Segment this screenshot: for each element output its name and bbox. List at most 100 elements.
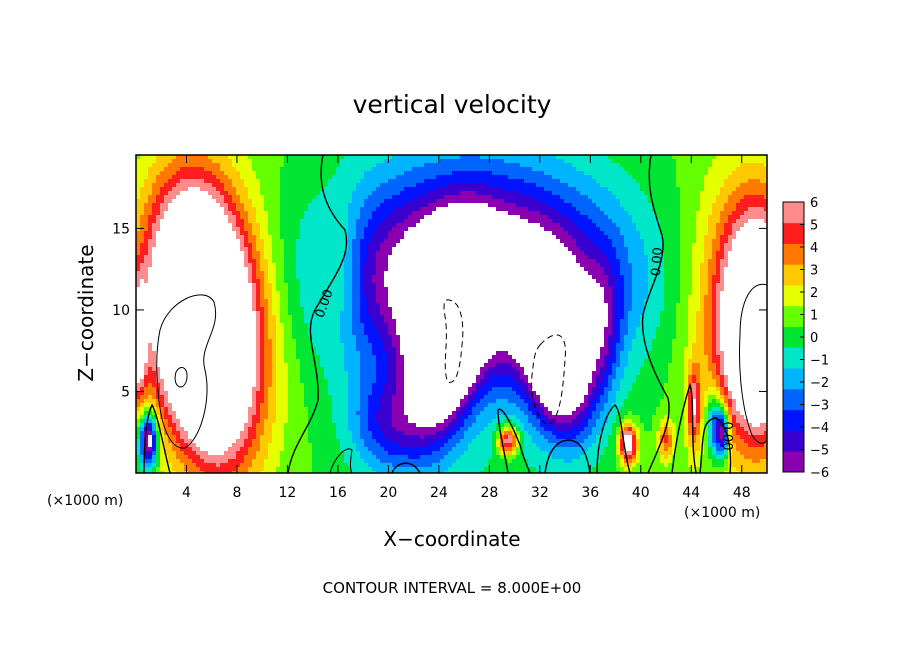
heatmap-cell [348, 183, 353, 188]
heatmap-cell [536, 207, 541, 212]
heatmap-cell [184, 227, 189, 232]
heatmap-cell [180, 215, 185, 220]
heatmap-cell [428, 175, 433, 180]
heatmap-cell [144, 155, 149, 160]
heatmap-cell [632, 155, 637, 160]
heatmap-cell [620, 247, 625, 252]
heatmap-cell [372, 167, 377, 172]
heatmap-cell [284, 159, 289, 164]
heatmap-cell [348, 227, 353, 232]
heatmap-cell [332, 207, 337, 212]
heatmap-cell [300, 227, 305, 232]
heatmap-cell [528, 227, 533, 232]
heatmap-cell [648, 271, 653, 276]
heatmap-cell [244, 171, 249, 176]
heatmap-cell [468, 163, 473, 168]
heatmap-cell [708, 171, 713, 176]
heatmap-cell [672, 191, 677, 196]
heatmap-cell [420, 179, 425, 184]
heatmap-cell [300, 155, 305, 160]
heatmap-cell [552, 203, 557, 208]
heatmap-cell [660, 211, 665, 216]
heatmap-cell [248, 255, 253, 260]
heatmap-cell [664, 227, 669, 232]
heatmap-cell [344, 263, 349, 268]
heatmap-cell [160, 195, 165, 200]
heatmap-cell [292, 259, 297, 264]
heatmap-cell [324, 251, 329, 256]
heatmap-cell [540, 247, 545, 252]
heatmap-cell [256, 251, 261, 256]
heatmap-cell [484, 267, 489, 272]
heatmap-cell [484, 263, 489, 268]
heatmap-cell [528, 259, 533, 264]
heatmap-cell [304, 163, 309, 168]
heatmap-cell [316, 255, 321, 260]
heatmap-cell [356, 195, 361, 200]
heatmap-cell [172, 207, 177, 212]
heatmap-cell [616, 251, 621, 256]
heatmap-cell [752, 207, 757, 212]
heatmap-cell [292, 183, 297, 188]
heatmap-cell [612, 159, 617, 164]
heatmap-cell [200, 263, 205, 268]
heatmap-cell [384, 191, 389, 196]
heatmap-cell [532, 207, 537, 212]
heatmap-cell [232, 231, 237, 236]
heatmap-cell [172, 203, 177, 208]
heatmap-cell [472, 163, 477, 168]
heatmap-cell [244, 155, 249, 160]
heatmap-cell [144, 163, 149, 168]
heatmap-cell [408, 235, 413, 240]
heatmap-cell [432, 179, 437, 184]
heatmap-cell [168, 247, 173, 252]
heatmap-cell [376, 171, 381, 176]
heatmap-cell [576, 163, 581, 168]
heatmap-cell [224, 171, 229, 176]
heatmap-cell [644, 227, 649, 232]
heatmap-cell [464, 175, 469, 180]
heatmap-cell [292, 159, 297, 164]
heatmap-cell [568, 219, 573, 224]
heatmap-cell [736, 275, 741, 280]
heatmap-cell [384, 155, 389, 160]
heatmap-cell [224, 155, 229, 160]
heatmap-cell [540, 235, 545, 240]
heatmap-cell [232, 259, 237, 264]
heatmap-cell [528, 251, 533, 256]
heatmap-cell [628, 211, 633, 216]
heatmap-cell [684, 195, 689, 200]
heatmap-cell [284, 227, 289, 232]
heatmap-cell [300, 279, 305, 284]
heatmap-cell [384, 163, 389, 168]
heatmap-cell [300, 271, 305, 276]
heatmap-cell [672, 179, 677, 184]
heatmap-cell [168, 171, 173, 176]
heatmap-cell [732, 203, 737, 208]
heatmap-cell [372, 251, 377, 256]
heatmap-cell [420, 207, 425, 212]
heatmap-cell [676, 263, 681, 268]
heatmap-cell [532, 195, 537, 200]
heatmap-cell [408, 211, 413, 216]
heatmap-cell [672, 211, 677, 216]
heatmap-cell [136, 275, 141, 280]
heatmap-cell [528, 255, 533, 260]
heatmap-cell [148, 275, 153, 280]
heatmap-cell [756, 167, 761, 172]
heatmap-cell [352, 215, 357, 220]
heatmap-cell [416, 183, 421, 188]
heatmap-cell [712, 251, 717, 256]
heatmap-cell [176, 171, 181, 176]
heatmap-cell [560, 275, 565, 280]
heatmap-cell [612, 267, 617, 272]
heatmap-cell [244, 187, 249, 192]
heatmap-cell [240, 183, 245, 188]
heatmap-cell [680, 171, 685, 176]
heatmap-cell [288, 195, 293, 200]
heatmap-cell [188, 251, 193, 256]
heatmap-cell [452, 155, 457, 160]
heatmap-cell [612, 263, 617, 268]
heatmap-cell [136, 255, 141, 260]
heatmap-cell [724, 223, 729, 228]
